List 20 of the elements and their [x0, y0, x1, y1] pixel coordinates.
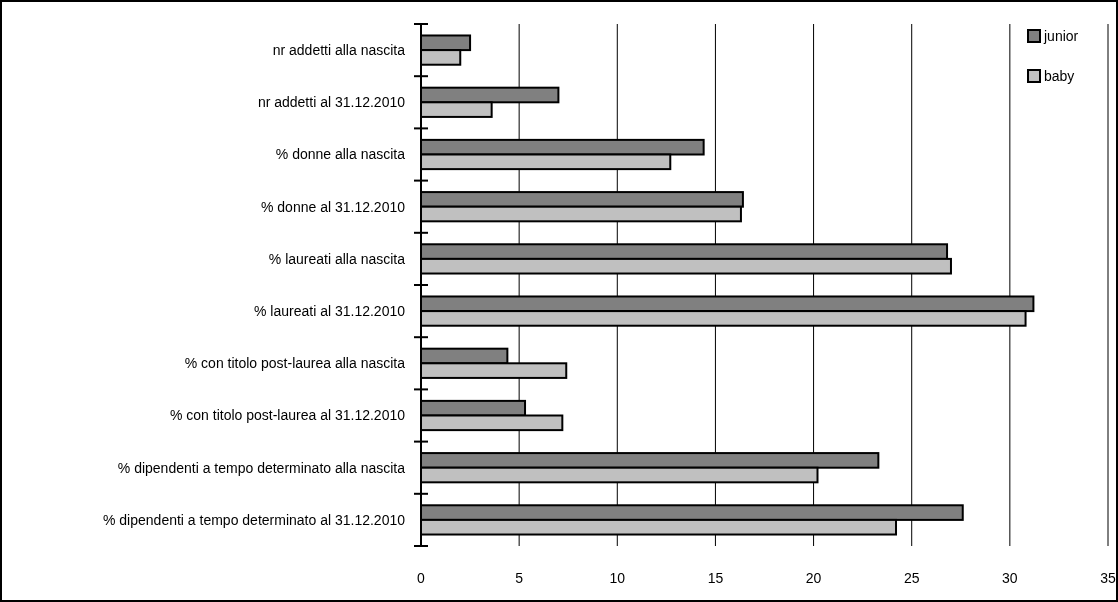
- x-tick-label: 5: [515, 569, 524, 586]
- y-tick-label: % donne alla nascita: [275, 146, 406, 163]
- y-tick-label: nr addetti al 31.12.2010: [257, 94, 406, 111]
- x-tick-label: 0: [417, 569, 426, 586]
- y-tick-label: % con titolo post-laurea al 31.12.2010: [169, 407, 406, 424]
- y-tick-label: % dipendenti a tempo determinato alla nascita: [117, 459, 406, 476]
- x-tick-label: 35: [1100, 569, 1116, 586]
- x-tick-label: 15: [707, 569, 724, 586]
- x-tick-label: 10: [609, 569, 626, 586]
- x-tick-label: 20: [805, 569, 822, 586]
- y-tick-label: % donne al 31.12.2010: [260, 198, 406, 215]
- x-tick-label: 30: [1002, 569, 1018, 586]
- y-tick-label: % con titolo post-laurea alla nascita: [184, 355, 406, 372]
- y-tick-label: % laureati al 31.12.2010: [254, 303, 406, 319]
- x-tick-label: 25: [903, 569, 920, 586]
- legend-label: baby: [1044, 67, 1075, 84]
- legend-label: junior: [1043, 27, 1079, 44]
- y-tick-label: nr addetti alla nascita: [272, 42, 406, 58]
- y-tick-label: % dipendenti a tempo determinato al 31.12.2010: [103, 511, 406, 528]
- y-tick-label: % laureati alla nascita: [268, 250, 406, 267]
